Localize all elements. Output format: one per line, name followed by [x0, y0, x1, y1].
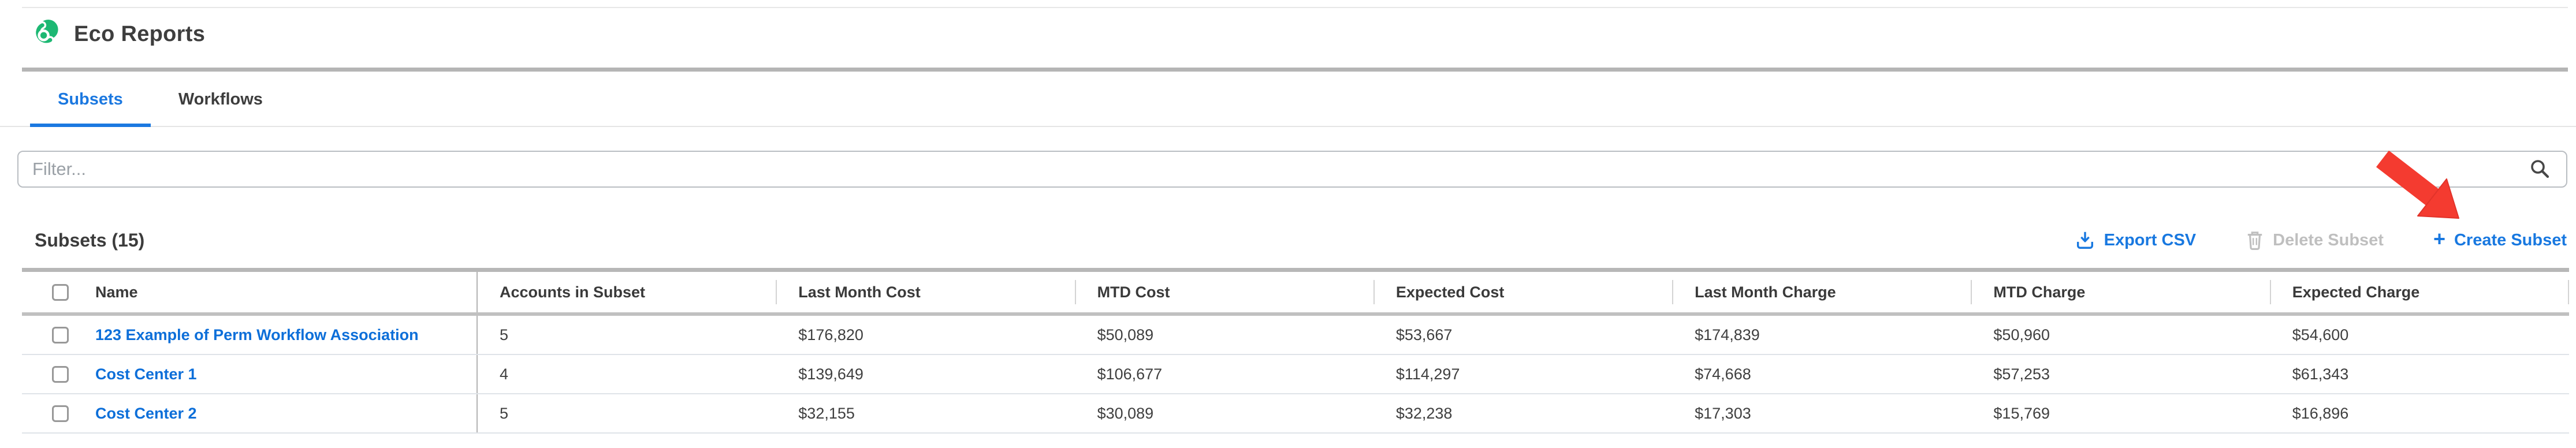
row-cell-mtd-charge: $15,769: [1993, 404, 2050, 422]
table-row: Cost Center 1 4 $139,649 $106,677 $114,2…: [22, 355, 2569, 394]
page-title: Eco Reports: [74, 21, 206, 46]
row-checkbox[interactable]: [52, 365, 69, 383]
row-cell-last-month-charge: $174,839: [1695, 326, 1760, 344]
trash-icon: [2247, 232, 2262, 250]
row-checkbox[interactable]: [52, 405, 69, 422]
row-cell-mtd-cost: $50,089: [1097, 326, 1154, 344]
filter-bar: [17, 151, 2567, 188]
column-header-last-month-charge: Last Month Charge: [1672, 272, 1971, 312]
tab-subsets[interactable]: Subsets: [30, 73, 151, 127]
plus-icon: +: [2433, 227, 2445, 251]
row-cell-accounts: 4: [500, 365, 509, 383]
row-checkbox[interactable]: [52, 326, 69, 344]
column-header-mtd-cost: MTD Cost: [1074, 272, 1374, 312]
row-cell-accounts: 5: [500, 326, 509, 344]
tab-bar: Subsets Workflows: [0, 73, 2576, 127]
eco-swirl-icon: [33, 20, 58, 45]
row-cell-mtd-charge: $57,253: [1993, 365, 2050, 383]
column-header-accounts: Accounts in Subset: [500, 283, 646, 301]
row-cell-mtd-charge: $50,960: [1993, 326, 2050, 344]
table-row: Cost Center 2 5 $32,155 $30,089 $32,238 …: [22, 394, 2569, 434]
delete-subset-label: Delete Subset: [2273, 230, 2384, 249]
subset-name-link[interactable]: 123 Example of Perm Workflow Association: [95, 326, 419, 344]
select-all-checkbox[interactable]: [52, 283, 69, 301]
row-cell-expected-charge: $61,343: [2292, 365, 2349, 383]
row-cell-last-month-charge: $74,668: [1695, 365, 1751, 383]
filter-input[interactable]: [18, 152, 2529, 186]
column-header-mtd-charge: MTD Charge: [1971, 272, 2270, 312]
top-scrollbar[interactable]: [22, 68, 2568, 72]
subsets-table: Name Accounts in Subset Last Month Cost …: [22, 268, 2570, 434]
row-cell-last-month-charge: $17,303: [1695, 404, 1751, 422]
download-icon: [2076, 232, 2093, 249]
brand-header: Eco Reports: [31, 20, 205, 48]
column-header-expected-charge: Expected Charge: [2269, 272, 2570, 312]
row-cell-accounts: 5: [500, 404, 509, 422]
subset-name-link[interactable]: Cost Center 2: [95, 404, 197, 422]
row-cell-expected-cost: $114,297: [1395, 365, 1460, 383]
top-hairline: [22, 7, 2568, 8]
export-csv-label: Export CSV: [2104, 230, 2197, 249]
row-cell-name: Cost Center 2: [22, 394, 478, 432]
delete-subset-button[interactable]: Delete Subset: [2246, 230, 2384, 251]
header-cell-name: Name: [22, 272, 478, 312]
row-cell-mtd-cost: $30,089: [1097, 404, 1154, 422]
row-cell-expected-charge: $16,896: [2292, 404, 2349, 422]
row-cell-last-month-cost: $32,155: [798, 404, 855, 422]
table-row: 123 Example of Perm Workflow Association…: [22, 316, 2569, 355]
section-header: Subsets (15) Export CSV Delete Subset + …: [35, 225, 2567, 255]
column-header-expected-cost: Expected Cost: [1373, 272, 1673, 312]
section-heading: Subsets (15): [35, 229, 145, 251]
row-cell-expected-cost: $53,667: [1395, 326, 1453, 344]
table-header-row: Name Accounts in Subset Last Month Cost …: [22, 268, 2570, 316]
row-cell-name: 123 Example of Perm Workflow Association: [22, 316, 478, 354]
row-cell-mtd-cost: $106,677: [1097, 365, 1163, 383]
column-header-name: Name: [95, 283, 138, 301]
row-cell-expected-charge: $54,600: [2292, 326, 2349, 344]
row-cell-last-month-cost: $176,820: [798, 326, 863, 344]
export-csv-button[interactable]: Export CSV: [2075, 230, 2197, 251]
column-header-last-month-cost: Last Month Cost: [776, 272, 1075, 312]
tab-workflows[interactable]: Workflows: [178, 89, 263, 109]
subset-name-link[interactable]: Cost Center 1: [95, 365, 197, 383]
row-cell-last-month-cost: $139,649: [798, 365, 863, 383]
create-subset-label: Create Subset: [2454, 230, 2567, 249]
search-icon[interactable]: [2529, 158, 2551, 180]
create-subset-button[interactable]: + Create Subset: [2433, 227, 2567, 251]
row-cell-expected-cost: $32,238: [1395, 404, 1453, 422]
table-actions: Export CSV Delete Subset + Create Subset: [2075, 227, 2567, 251]
row-cell-name: Cost Center 1: [22, 355, 478, 393]
